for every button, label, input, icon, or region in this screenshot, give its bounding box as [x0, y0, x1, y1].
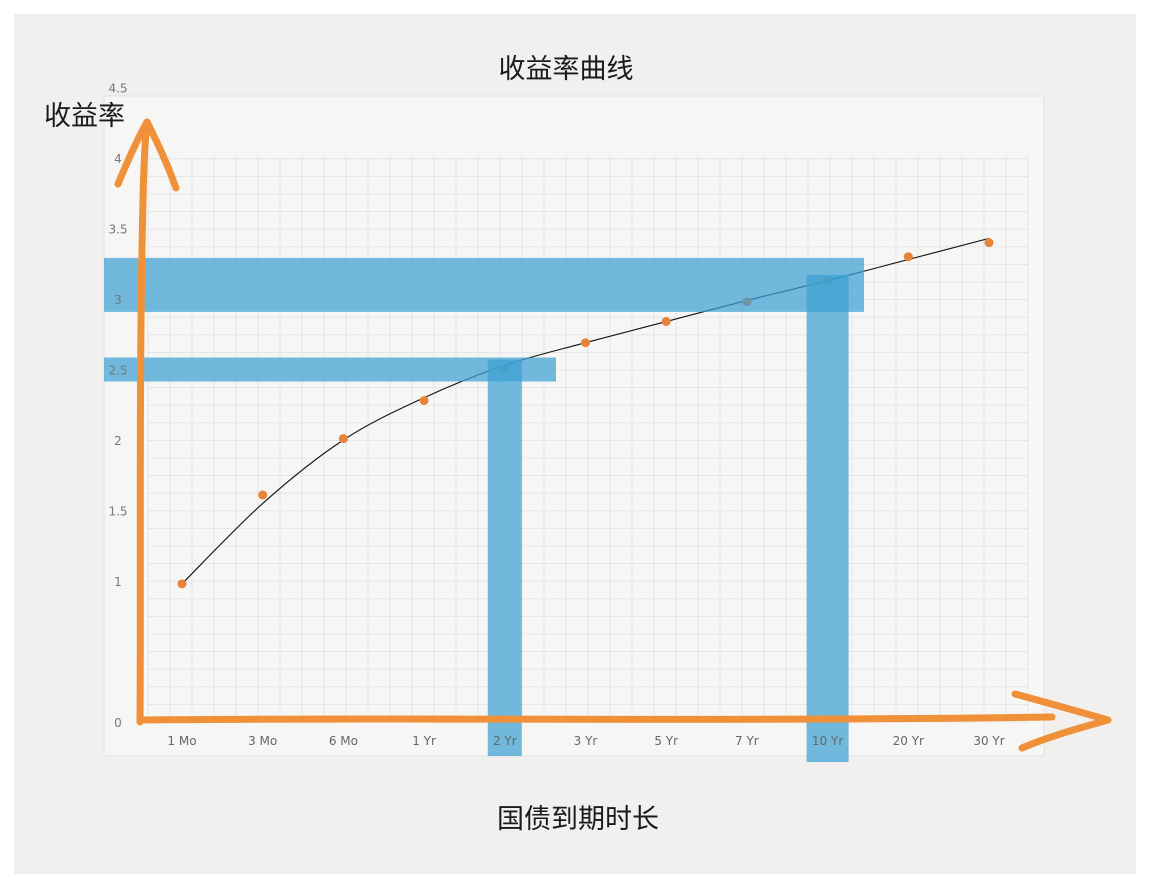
- x-tick-label: 3 Yr: [574, 734, 598, 748]
- y-tick-label: 1.5: [108, 505, 127, 519]
- data-point: [419, 396, 429, 406]
- highlight-band-horizontal: [104, 357, 556, 382]
- x-tick-label: 3 Mo: [248, 734, 277, 748]
- y-tick-label: 3.5: [108, 223, 127, 237]
- y-tick-label: 3: [114, 293, 122, 307]
- x-tick-label: 10 Yr: [812, 734, 843, 748]
- x-axis-line: [136, 713, 1056, 724]
- highlight-band-vertical: [487, 359, 522, 756]
- x-axis-label: 国债到期时长: [497, 804, 659, 835]
- highlight-band-vertical: [806, 274, 849, 762]
- data-point: [581, 338, 590, 348]
- x-tick-labels: 1 Mo 3 Mo 6 Mo 1 Yr 2 Yr 3 Yr 5 Yr 7 Yr 10 Yr 20 …: [167, 734, 1004, 748]
- y-tick-label: 4.5: [108, 82, 127, 96]
- data-point: [177, 579, 187, 589]
- x-tick-label: 1 Mo: [167, 734, 196, 748]
- chart-title: 收益率曲线: [499, 54, 634, 85]
- plot-frame: [103, 95, 1045, 757]
- x-tick-label: 7 Yr: [735, 734, 759, 748]
- data-point: [903, 252, 913, 262]
- y-tick-label: 4: [114, 152, 122, 166]
- data-point: [338, 434, 348, 444]
- x-tick-label: 1 Yr: [412, 734, 436, 748]
- data-point: [984, 238, 994, 248]
- y-axis-arrowhead: [114, 118, 180, 192]
- data-point: [661, 317, 671, 327]
- y-tick-labels: 0 1 1.5 2 2.5 3 3.5 4 4.5: [108, 82, 127, 731]
- chart-grid: [147, 155, 1029, 723]
- y-tick-label: 0: [114, 716, 122, 730]
- x-tick-label: 2 Yr: [493, 734, 517, 748]
- data-point: [258, 490, 268, 500]
- highlight-bands: [104, 257, 864, 762]
- y-tick-label: 2: [114, 434, 122, 448]
- y-tick-label: 2.5: [108, 364, 127, 378]
- x-tick-label: 6 Mo: [329, 734, 358, 748]
- x-tick-label: 20 Yr: [893, 734, 924, 748]
- chart-background: [14, 14, 1136, 874]
- x-tick-label: 5 Yr: [654, 734, 678, 748]
- x-tick-label: 30 Yr: [973, 734, 1004, 748]
- chart-axes: [114, 118, 1112, 752]
- highlight-band-horizontal: [104, 257, 864, 312]
- y-tick-label: 1: [114, 575, 122, 589]
- x-axis-arrowhead: [1011, 690, 1112, 752]
- y-axis-label: 收益率: [44, 101, 125, 132]
- y-axis-line: [136, 118, 151, 726]
